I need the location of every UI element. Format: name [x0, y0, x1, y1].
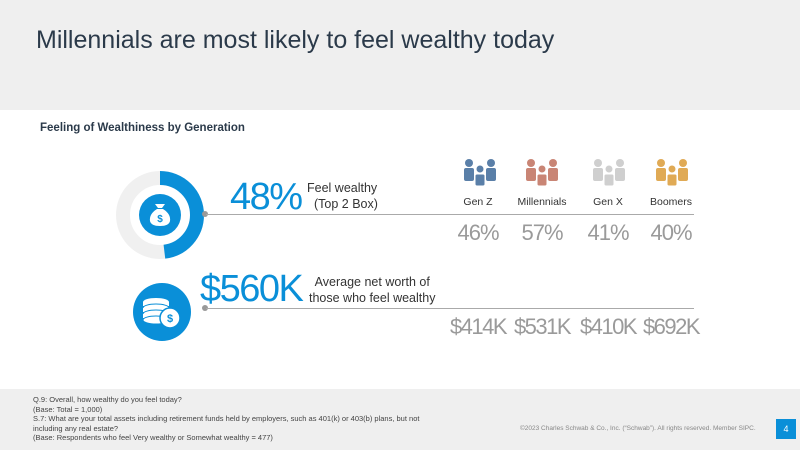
gen-label-boomers: Boomers — [649, 196, 692, 208]
gen-x-people-icon — [593, 159, 625, 186]
feel-wealthy-label: Feel wealthy (Top 2 Box) — [307, 180, 378, 212]
footnote-s7: S.7: What are your total assets includin… — [33, 414, 420, 433]
net-worth-label-line1: Average net worth of — [314, 275, 430, 289]
net-worth-value-gen-z: $414K — [449, 314, 508, 339]
feel-wealthy-value-gen-x: 41% — [587, 220, 629, 245]
page-title: Millennials are most likely to feel weal… — [36, 26, 555, 54]
net-worth-label-line2: those who feel wealthy — [309, 291, 436, 305]
net-worth-label: Average net worth of those who feel weal… — [309, 274, 435, 306]
feel-wealthy-value-millennials: 57% — [521, 220, 563, 245]
feel-wealthy-value-gen-z: 46% — [457, 220, 499, 245]
feel-wealthy-label-line2: (Top 2 Box) — [314, 197, 378, 211]
line-dot-1 — [202, 211, 208, 217]
gen-label-gen-z: Gen Z — [463, 196, 493, 208]
header-band — [0, 0, 800, 110]
gen-label-millennials: Millennials — [517, 196, 567, 208]
boomers-people-icon — [656, 159, 688, 186]
footer-band — [0, 389, 800, 450]
feel-wealthy-value-boomers: 40% — [650, 220, 692, 245]
footnote-base-wealthy: (Base: Respondents who feel Very wealthy… — [33, 433, 273, 442]
ring-fill — [116, 171, 204, 259]
wealth-ring-chart: $ — [116, 171, 204, 259]
footnote-q9: Q.9: Overall, how wealthy do you feel to… — [33, 395, 182, 404]
feel-wealthy-stat: 48% — [230, 176, 303, 218]
divider-line-1 — [206, 214, 694, 215]
money-bag-icon: $ — [139, 194, 181, 236]
gen-label-gen-x: Gen X — [593, 196, 623, 208]
copyright: ©2023 Charles Schwab & Co., Inc. (“Schwa… — [520, 425, 756, 432]
net-worth-value-millennials: $531K — [513, 314, 572, 339]
page-number: 4 — [776, 419, 796, 439]
coins-icon: $ — [133, 283, 191, 341]
net-worth-value-boomers: $692K — [642, 314, 701, 339]
svg-text:$: $ — [157, 214, 163, 225]
section-title: Feeling of Wealthiness by Generation — [40, 122, 245, 134]
feel-wealthy-label-line1: Feel wealthy — [307, 181, 378, 195]
svg-text:$: $ — [167, 313, 173, 325]
footnotes: Q.9: Overall, how wealthy do you feel to… — [33, 395, 433, 443]
millennials-people-icon — [526, 159, 558, 186]
footnote-base-total: (Base: Total = 1,000) — [33, 404, 103, 414]
line-dot-2 — [202, 305, 208, 311]
net-worth-value-gen-x: $410K — [579, 314, 638, 339]
net-worth-stat: $560K — [200, 268, 304, 310]
gen-z-people-icon — [464, 159, 496, 186]
divider-line-2 — [206, 308, 694, 309]
